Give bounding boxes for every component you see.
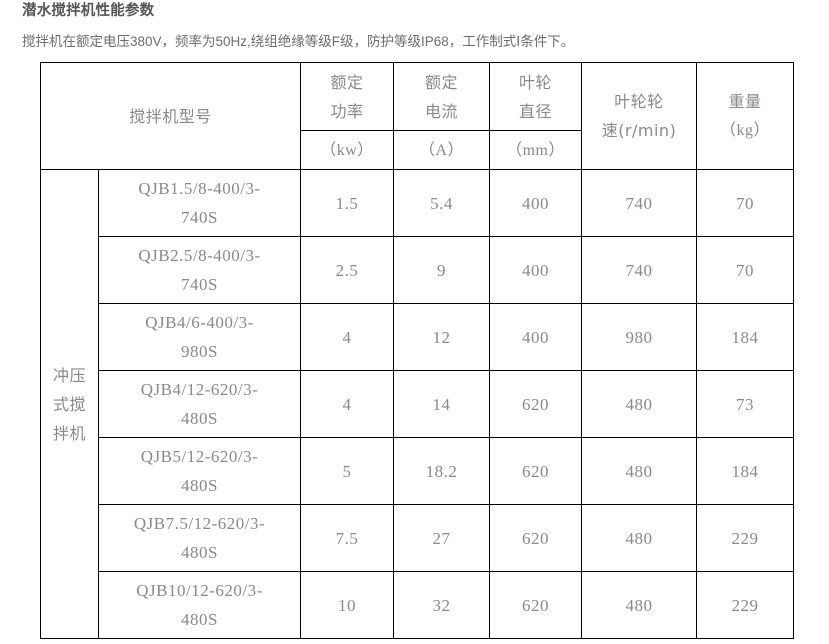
cell-power: 7.5 [300, 504, 395, 572]
cell-model: QJB7.5/12-620/3- 480S [97, 504, 302, 572]
cell-model-line1: QJB10/12-620/3- [136, 581, 263, 600]
cell-diameter: 620 [489, 437, 583, 505]
table-row: QJB4/12-620/3- 480S 4 14 620 480 73 [41, 370, 795, 438]
cell-model-line2: 480S [181, 543, 218, 562]
cell-model: QJB4/12-620/3- 480S [97, 370, 302, 438]
cell-current: 27 [393, 504, 491, 572]
header-impeller-diameter-unit-cell: （mm） [489, 130, 583, 170]
cell-current: 18.2 [393, 437, 491, 505]
header-rated-current-line1: 额定 [425, 72, 459, 92]
cell-current: 9 [393, 236, 491, 304]
header-impeller-diameter-line1: 叶轮 [519, 72, 553, 92]
cell-diameter: 400 [489, 169, 583, 237]
header-impeller-speed-line2: 速(r/min) [601, 121, 677, 140]
cell-model-line1: QJB4/6-400/3- [145, 313, 254, 332]
cell-diameter: 620 [489, 571, 583, 639]
cell-weight: 70 [696, 169, 795, 237]
header-rated-power: 额定 功率 [300, 62, 395, 131]
header-weight: 重量 （kg） [696, 62, 795, 170]
table-header-row-2: （kw） （A） （mm） [41, 130, 794, 170]
cell-speed: 480 [581, 437, 698, 505]
header-rated-current-unit-cell: （A） [393, 130, 491, 170]
table-row: QJB10/12-620/3- 480S 10 32 620 480 229 [41, 571, 795, 639]
cell-speed: 480 [581, 370, 698, 438]
cell-model: QJB2.5/8-400/3- 740S [97, 236, 302, 304]
cell-model: QJB10/12-620/3- 480S [97, 571, 302, 639]
cell-power: 1.5 [300, 169, 395, 237]
header-impeller-diameter-line2: 直径 [519, 101, 553, 121]
group-label-cell: 冲压式搅拌机 [40, 169, 99, 639]
spec-table-container: 搅拌机型号 额定 功率 额定 电流 叶轮 直径 叶轮轮 [39, 62, 795, 639]
cell-diameter: 400 [489, 236, 583, 304]
table-row: 冲压式搅拌机 QJB1.5/8-400/3- 740S 1.5 5.4 400 … [40, 169, 795, 639]
cell-diameter: 400 [489, 303, 583, 371]
header-rated-power-unit-cell: （kw） [300, 130, 395, 170]
cell-diameter: 620 [489, 504, 583, 572]
cell-weight: 184 [696, 437, 795, 505]
cell-weight: 184 [696, 303, 795, 371]
cell-speed: 740 [581, 236, 698, 304]
cell-model: QJB4/6-400/3- 980S [97, 303, 302, 371]
header-rated-current: 额定 电流 [393, 62, 491, 131]
table-row: QJB2.5/8-400/3- 740S 2.5 9 400 740 70 [41, 236, 795, 304]
header-impeller-diameter-unit: （mm） [506, 142, 565, 159]
cell-power: 4 [300, 303, 395, 371]
header-impeller-diameter: 叶轮 直径 [489, 62, 583, 131]
cell-model-line2: 980S [181, 342, 218, 361]
cell-current: 5.4 [393, 169, 491, 237]
cell-current: 12 [393, 303, 491, 371]
cell-model-line2: 480S [181, 476, 218, 495]
header-rated-power-line2: 功率 [330, 101, 364, 121]
cell-power: 10 [300, 571, 395, 639]
header-rated-power-line1: 额定 [330, 72, 364, 92]
header-rated-current-line2: 电流 [425, 101, 459, 121]
cell-speed: 480 [581, 571, 698, 639]
page-title: 潜水搅拌机性能参数 [22, 3, 155, 19]
submersible-mixer-spec-table: 搅拌机型号 额定 功率 额定 电流 叶轮 直径 叶轮轮 [39, 62, 795, 639]
table-row: QJB5/12-620/3- 480S 5 18.2 620 480 184 [41, 437, 795, 505]
cell-model-line1: QJB1.5/8-400/3- [138, 179, 261, 198]
cell-model-line1: QJB7.5/12-620/3- [133, 514, 266, 533]
header-impeller-speed-line1: 叶轮轮 [614, 92, 664, 111]
cell-model-line1: QJB5/12-620/3- [140, 447, 259, 466]
page-subtitle: 搅拌机在额定电压380V，频率为50Hz,绕组绝缘等级F级，防护等级IP68，工… [22, 34, 575, 49]
header-model: 搅拌机型号 [39, 62, 302, 170]
group-label: 冲压式搅拌机 [52, 365, 86, 443]
cell-weight: 70 [696, 236, 795, 304]
cell-power: 2.5 [300, 236, 395, 304]
header-weight-unit: （kg） [720, 122, 771, 139]
cell-weight: 73 [696, 370, 795, 438]
cell-power: 5 [300, 437, 395, 505]
cell-model-line2: 480S [181, 409, 218, 428]
cell-weight: 229 [696, 504, 795, 572]
header-impeller-speed: 叶轮轮 速(r/min) [581, 62, 698, 170]
cell-weight: 229 [696, 571, 795, 639]
cell-model: QJB5/12-620/3- 480S [97, 437, 302, 505]
header-model-label: 搅拌机型号 [129, 106, 212, 126]
cell-speed: 980 [581, 303, 698, 371]
header-rated-current-unit: （A） [418, 142, 465, 159]
cell-speed: 480 [581, 504, 698, 572]
cell-model: QJB1.5/8-400/3- 740S [97, 169, 302, 237]
cell-speed: 740 [581, 169, 698, 237]
header-rated-power-unit: （kw） [320, 142, 374, 159]
cell-model-line2: 480S [181, 610, 218, 629]
cell-current: 32 [393, 571, 491, 639]
table-row: QJB7.5/12-620/3- 480S 7.5 27 620 480 229 [41, 504, 795, 572]
cell-model-line1: QJB2.5/8-400/3- [138, 246, 261, 265]
header-weight-label: 重量 [728, 92, 762, 111]
cell-model-line1: QJB4/12-620/3- [140, 380, 259, 399]
cell-model-line2: 740S [181, 275, 218, 294]
cell-model-line2: 740S [181, 208, 218, 227]
cell-current: 14 [393, 370, 491, 438]
cell-power: 4 [300, 370, 395, 438]
cell-diameter: 620 [489, 370, 583, 438]
table-header-row-1: 搅拌机型号 额定 功率 额定 电流 叶轮 直径 叶轮轮 [39, 62, 795, 170]
table-row: QJB4/6-400/3- 980S 4 12 400 980 184 [41, 303, 795, 371]
